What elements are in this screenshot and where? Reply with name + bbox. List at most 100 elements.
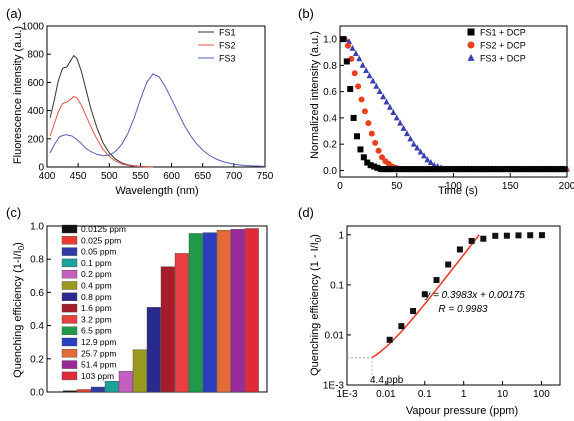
legend-swatch-10 [61,326,78,335]
legend-label-fs2: FS2 [219,41,236,51]
data-point [383,98,390,105]
data-point [344,42,351,49]
axes-frame [339,25,568,178]
data-point [368,130,375,137]
data-point [558,166,565,173]
bar-13 [230,229,245,393]
panel-b: (b) 0 50 100 150 200 0.0 0.2 0.4 0.6 0.8 1.0 FS1 + … [298,6,574,197]
legend-marker-3 [467,53,475,61]
data-point [490,166,497,173]
data-point [422,166,429,173]
data-point [369,77,376,84]
data-point [356,55,363,62]
data-point [538,232,545,239]
data-point [346,38,353,45]
panel-b-label: (b) [298,6,314,21]
y-tick-label: 200 [27,134,44,145]
bar-10 [188,233,203,393]
data-point [361,108,368,115]
panel-b-xlabel: Time (s) [438,185,478,197]
data-point [445,261,452,268]
data-point [476,166,483,173]
legend-label-2: 0.025 ppm [81,235,121,245]
data-point [351,70,358,77]
data-point [375,147,382,154]
x-tick-label: 650 [194,171,211,182]
y-tick-label: 1E-3 [323,381,345,392]
data-point [503,232,510,239]
data-point [410,308,417,315]
data-point [503,166,510,173]
data-point [374,164,381,171]
data-point [365,120,372,127]
data-point [452,166,459,173]
panel-b-plot-area: 0 50 100 150 200 0.0 0.2 0.4 0.6 0.8 1.0 FS1 + DCP F… [323,25,574,192]
data-point [415,166,422,173]
panel-d-xlabel: Vapour pressure (ppm) [406,405,518,417]
data-point [349,44,356,51]
data-point [364,159,371,166]
data-point [391,166,398,173]
y-tick-label: 0 [38,163,44,174]
data-point [340,36,347,43]
y-tick-label: 0.0 [323,166,337,177]
data-point [497,166,504,173]
data-point [431,161,438,168]
fit-r-value: R = 0.9983 [438,304,488,315]
legend-swatch-5 [61,270,78,279]
x-tick-label: 0.1 [418,389,432,400]
data-point [372,139,379,146]
x-tick-label: 450 [70,171,87,182]
data-point [357,146,364,153]
data-point [459,166,466,173]
legend-swatch-9 [61,315,78,324]
data-point [486,166,493,173]
y-tick-label: 1.0 [323,35,337,46]
detection-limit-guide [347,357,373,385]
legend-label-3: FS3 + DCP [480,54,526,64]
x-tick-label: 0.01 [376,389,396,400]
data-point [432,166,439,173]
legend-swatch-12 [61,349,78,358]
data-point [534,166,541,173]
legend-swatch-6 [61,281,78,290]
panel-c-ylabel: Quenching efficiency (1-I/I0) [12,242,26,378]
x-tick-label: 150 [502,181,519,192]
data-point [377,166,384,173]
bar-2 [76,389,91,393]
data-point [439,166,446,173]
data-point [386,103,393,110]
y-tick-label: 0.8 [323,61,337,72]
x-tick-label: 100 [533,389,550,400]
data-point [376,88,383,95]
bar-8 [160,266,175,393]
data-point [359,61,366,68]
x-tick-label: 50 [391,181,403,192]
x-tick-label: 750 [257,171,274,182]
data-point [386,336,393,343]
bar-3 [90,386,105,393]
panel-d-ylabel: Quenching efficiency (1 - I/I0) [309,234,323,376]
y-tick-label: 0.6 [30,288,44,299]
data-point [514,166,521,173]
data-point [480,166,487,173]
legend-label-12: 25.7 ppm [81,348,116,358]
data-point [410,140,417,147]
panel-d-label: (d) [298,205,314,220]
data-point [403,130,410,137]
data-point [537,166,544,173]
y-tick-label: 800 [27,50,44,61]
legend-label-5: 0.2 ppm [81,269,112,279]
data-point [381,166,388,173]
panel-a-plot-area: 400 450 500 550 600 650 700 750 0 200 400 600 800 100… [22,22,274,183]
data-point [408,166,415,173]
data-point [388,166,395,173]
y-tick-label: 1000 [22,22,45,33]
series-line-fs3 [49,73,266,167]
data-point [435,166,442,173]
legend-label-fs1: FS1 [219,28,236,38]
x-tick-label: 550 [132,171,149,182]
data-point [428,166,435,173]
data-point [456,246,463,253]
